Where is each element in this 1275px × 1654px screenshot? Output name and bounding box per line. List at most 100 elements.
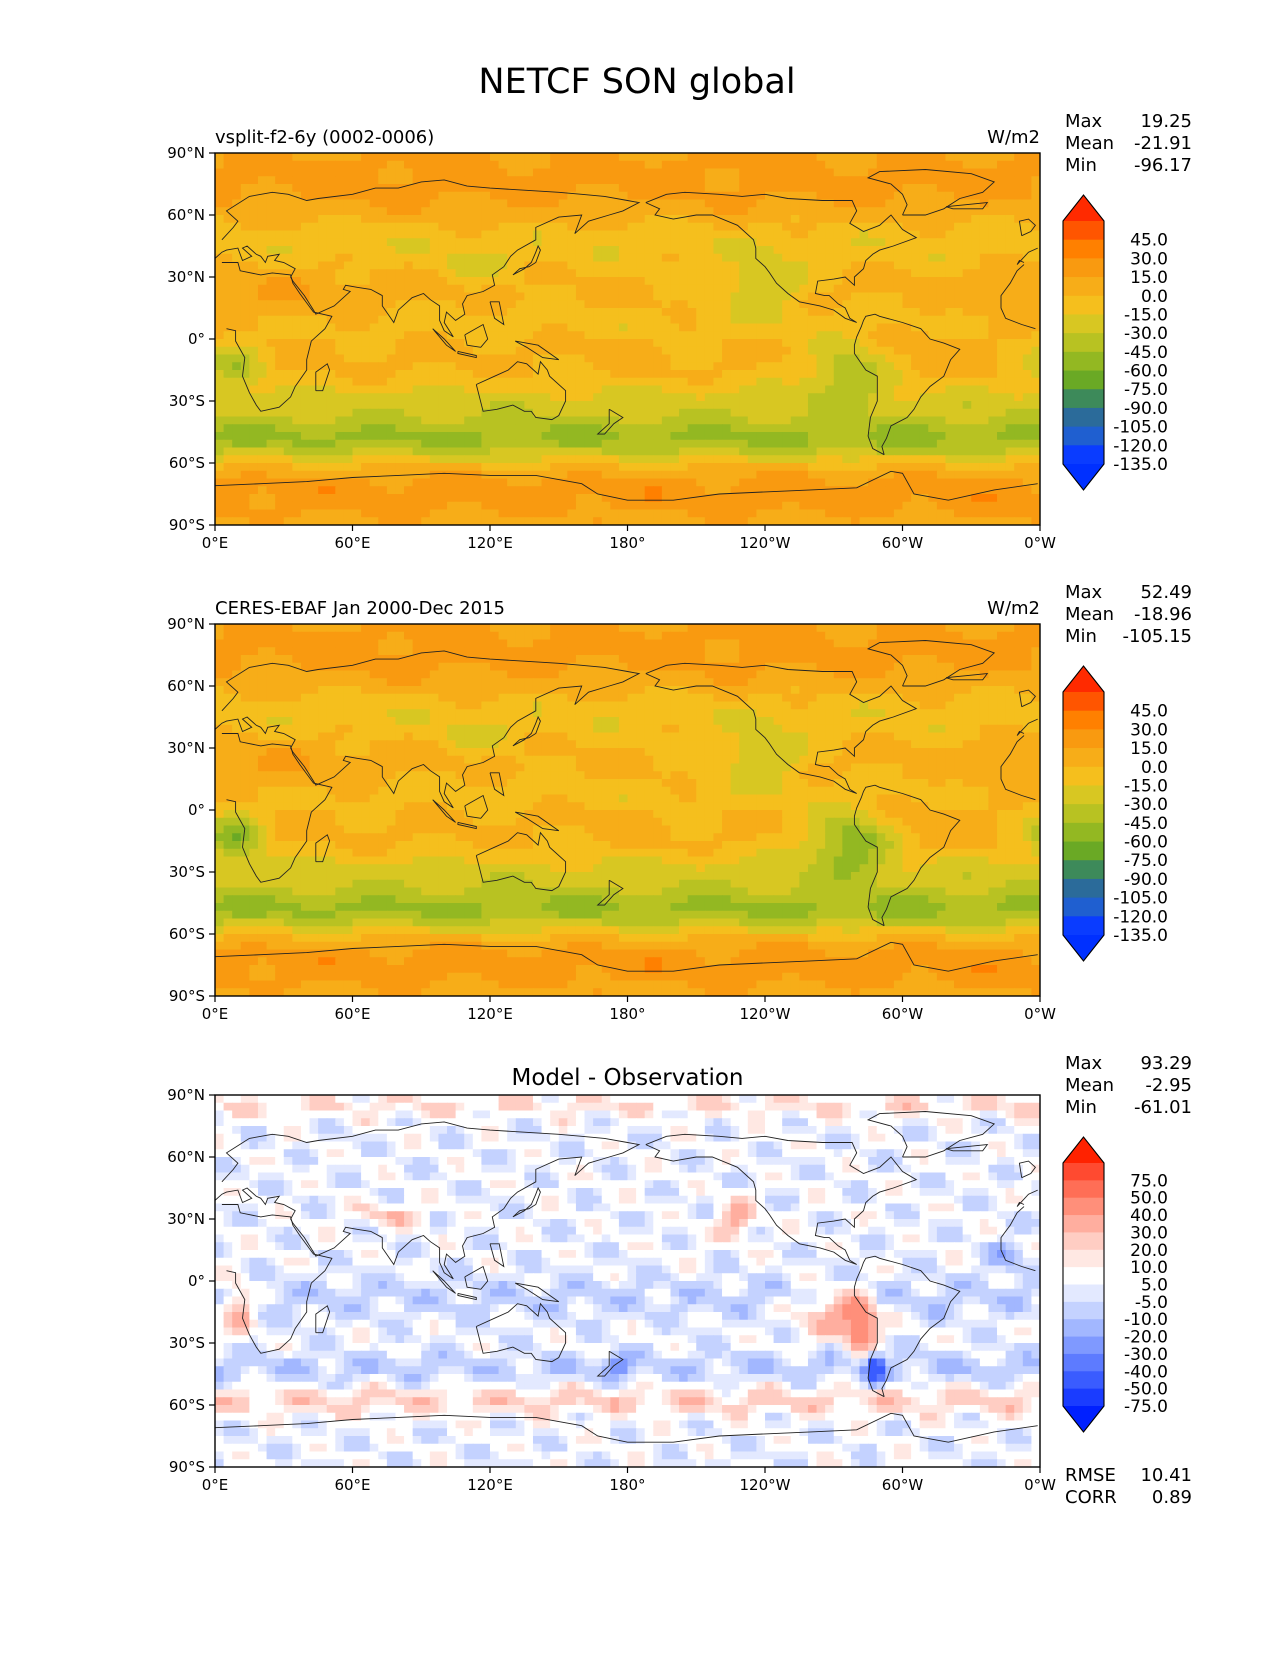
field-cell: [249, 355, 258, 363]
field-cell: [868, 192, 877, 200]
field-cell: [971, 479, 980, 487]
field-cell: [679, 386, 688, 394]
field-cell: [447, 293, 456, 301]
field-cell: [335, 300, 344, 308]
field-cell: [533, 169, 542, 177]
field-cell: [980, 494, 989, 502]
field-cell: [284, 269, 293, 277]
field-cell: [224, 347, 233, 355]
field-cell: [628, 161, 637, 169]
field-cell: [404, 192, 413, 200]
field-cell: [447, 238, 456, 246]
field-cell: [705, 192, 714, 200]
field-cell: [662, 424, 671, 432]
field-cell: [550, 308, 559, 316]
field-cell: [696, 510, 705, 518]
field-cell: [662, 510, 671, 518]
field-cell: [619, 246, 628, 254]
field-cell: [550, 640, 559, 648]
field-cell: [387, 640, 396, 648]
field-cell: [215, 293, 224, 301]
field-cell: [404, 293, 413, 301]
field-cell: [1023, 355, 1032, 363]
field-cell: [971, 184, 980, 192]
field-cell: [774, 510, 783, 518]
field-cell: [756, 494, 765, 502]
field-cell: [310, 176, 319, 184]
field-cell: [963, 409, 972, 417]
field-cell: [490, 215, 499, 223]
field-cell: [344, 161, 353, 169]
field-cell: [318, 424, 327, 432]
field-cell: [662, 471, 671, 479]
field-cell: [782, 432, 791, 440]
field-cell: [894, 393, 903, 401]
field-cell: [370, 624, 379, 632]
field-cell: [885, 300, 894, 308]
field-cell: [825, 440, 834, 448]
field-cell: [662, 417, 671, 425]
field-cell: [713, 293, 722, 301]
field-cell: [731, 632, 740, 640]
field-cell: [404, 393, 413, 401]
field-cell: [739, 207, 748, 215]
field-cell: [696, 393, 705, 401]
field-cell: [722, 161, 731, 169]
field-cell: [602, 254, 611, 262]
field-cell: [860, 161, 869, 169]
field-cell: [756, 448, 765, 456]
field-cell: [370, 293, 379, 301]
field-cell: [636, 632, 645, 640]
colorbar-label: -135.0: [1113, 455, 1168, 475]
field-cell: [885, 370, 894, 378]
field-cell: [1014, 293, 1023, 301]
field-cell: [868, 300, 877, 308]
field-cell: [653, 409, 662, 417]
field-cell: [249, 347, 258, 355]
field-cell: [292, 393, 301, 401]
field-cell: [894, 424, 903, 432]
field-cell: [593, 455, 602, 463]
field-cell: [1006, 293, 1015, 301]
field-cell: [774, 262, 783, 270]
field-cell: [713, 184, 722, 192]
field-cell: [215, 440, 224, 448]
field-cell: [344, 300, 353, 308]
field-cell: [808, 207, 817, 215]
field-cell: [292, 207, 301, 215]
field-cell: [791, 455, 800, 463]
field-cell: [567, 246, 576, 254]
field-cell: [834, 262, 843, 270]
field-cell: [610, 386, 619, 394]
field-cell: [430, 362, 439, 370]
field-cell: [851, 448, 860, 456]
field-cell: [782, 440, 791, 448]
field-cell: [585, 440, 594, 448]
field-cell: [267, 471, 276, 479]
field-cell: [928, 424, 937, 432]
field-cell: [224, 624, 233, 632]
field-cell: [782, 479, 791, 487]
field-cell: [799, 471, 808, 479]
field-cell: [722, 409, 731, 417]
field-cell: [653, 502, 662, 510]
field-cell: [447, 308, 456, 316]
field-cell: [765, 300, 774, 308]
field-cell: [267, 424, 276, 432]
field-cell: [567, 463, 576, 471]
field-cell: [713, 401, 722, 409]
field-cell: [739, 231, 748, 239]
field-cell: [748, 409, 757, 417]
field-cell: [602, 355, 611, 363]
field-cell: [954, 486, 963, 494]
field-cell: [963, 479, 972, 487]
colorbar-label: -90.0: [1124, 399, 1168, 419]
field-cell: [937, 640, 946, 648]
field-cell: [696, 471, 705, 479]
field-cell: [481, 362, 490, 370]
field-cell: [988, 300, 997, 308]
field-cell: [679, 370, 688, 378]
field-cell: [774, 632, 783, 640]
field-cell: [353, 277, 362, 285]
field-cell: [1023, 424, 1032, 432]
